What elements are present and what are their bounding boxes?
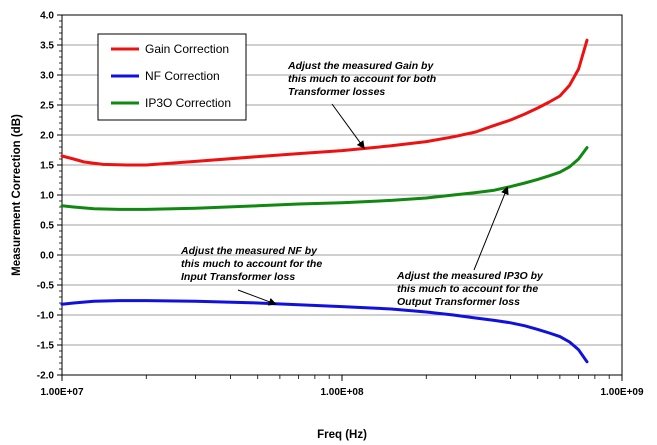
y-tick-label: 1.5: [40, 161, 54, 172]
ip3o-annotation-line: Adjust the measured IP3O by: [396, 270, 544, 282]
y-tick-label: 3.0: [40, 71, 54, 82]
x-axis-title: Freq (Hz): [317, 429, 367, 441]
gain-annotation-line: Adjust the measured Gain by: [287, 60, 434, 72]
x-tick-label: 1.00E+08: [320, 387, 364, 398]
gain-annotation-arrow: [331, 103, 365, 150]
gain-annotation-line: this much to account for both: [288, 73, 436, 85]
y-tick-label: 2.5: [40, 101, 54, 112]
ip3o-annotation-line: this much to account for the: [397, 283, 538, 295]
y-tick-label: 4.0: [40, 11, 54, 22]
y-tick-label: 0.0: [40, 251, 54, 262]
y-tick-label: -1.5: [37, 341, 55, 352]
axis-ticks: 4.0 3.5 3.0 2.5 2.0 1.5 1.0 0.5 0.0 -0.5 -1.0 -1.5 -…: [37, 11, 644, 399]
legend: Gain Correction NF Correction IP3O Correct…: [97, 33, 247, 121]
nf-annotation-line: Input Transformer loss: [181, 271, 295, 283]
ip3o-correction-legend-label: IP3O Correction: [145, 96, 231, 110]
y-tick-label: -1.0: [37, 311, 55, 322]
ip3o-annotation-arrow: [473, 186, 509, 271]
nf-annotation-line: this much to account for the: [181, 258, 322, 270]
y-axis-title: Measurement Correction (dB): [11, 114, 23, 276]
ip3o-annotation-line: Output Transformer loss: [397, 296, 520, 308]
y-tick-label: -0.5: [37, 281, 55, 292]
y-tick-label: 2.0: [40, 131, 54, 142]
gain-correction-legend-label: Gain Correction: [145, 42, 229, 56]
y-tick-label: 1.0: [40, 191, 54, 202]
x-tick-label: 1.00E+07: [40, 387, 84, 398]
nf-correction-line: [60, 299, 589, 364]
legend-items: Gain Correction NF Correction IP3O Correct…: [111, 42, 231, 110]
y-tick-label: -2.0: [37, 371, 55, 382]
ip3o-correction-line: [60, 146, 589, 211]
gain-annotation-line: Transformer losses: [288, 86, 385, 98]
nf-annotation-arrow: [237, 289, 277, 306]
y-tick-label: 3.5: [40, 41, 54, 52]
x-tick-label: 1.00E+09: [600, 387, 644, 398]
nf-annotation-line: Adjust the measured NF by: [180, 245, 318, 257]
nf-correction-legend-label: NF Correction: [145, 69, 220, 83]
series-lines: [60, 38, 589, 364]
gain-correction-line: [60, 38, 589, 167]
y-tick-label: 0.5: [40, 221, 54, 232]
